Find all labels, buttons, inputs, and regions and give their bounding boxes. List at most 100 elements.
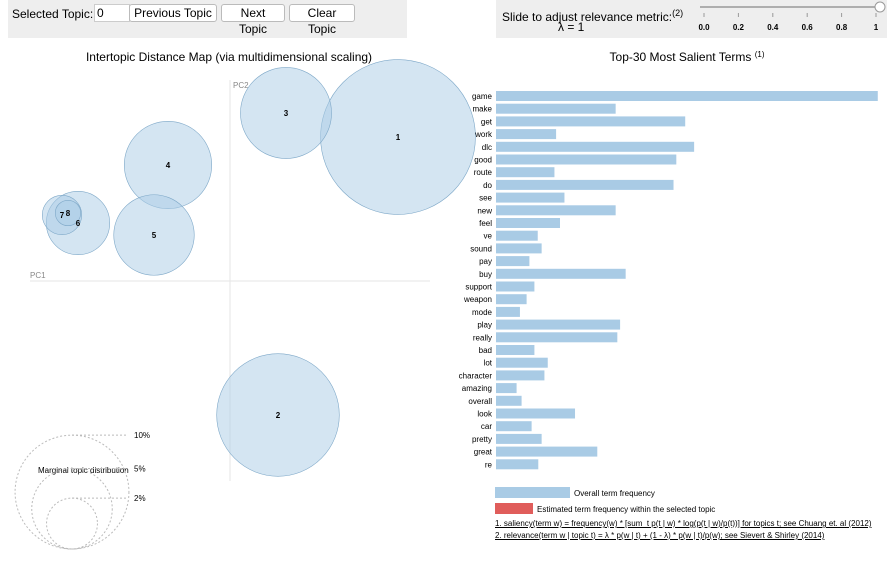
term-bar-new[interactable] [496,205,616,216]
pc2-label: PC2 [233,81,249,90]
topic-label-7: 7 [60,211,65,220]
term-label-look[interactable]: look [477,410,493,419]
term-label-dlc[interactable]: dlc [482,143,492,152]
term-bar-game[interactable] [496,91,878,101]
term-label-car[interactable]: car [481,422,492,431]
marginal-label: 5% [134,465,146,474]
term-label-re[interactable]: re [485,460,493,469]
slider-title: Slide to adjust relevance metric:(2) [502,8,683,24]
terms-title-note: (1) [755,50,765,59]
term-label-feel[interactable]: feel [479,219,492,228]
term-label-bad[interactable]: bad [479,346,492,355]
term-bar-mode[interactable] [496,306,520,317]
footnote-relevance[interactable]: 2. relevance(term w | topic t) = λ * p(w… [495,531,825,540]
slider-tick-label: 0.8 [836,23,848,32]
legend-topic-swatch [495,503,533,514]
term-label-pretty[interactable]: pretty [472,435,492,444]
term-label-pay[interactable]: pay [479,257,492,266]
slider-tick-label: 1 [874,23,879,32]
pc1-label: PC1 [30,271,46,280]
topic-bubbles: 1 2 3 4 5 6 7 8 [41,59,476,477]
term-bar-buy[interactable] [496,268,626,279]
next-topic-button[interactable]: Next Topic [221,4,285,36]
term-bar-car[interactable] [496,421,532,432]
term-bar-sound[interactable] [496,243,542,254]
previous-topic-button[interactable]: Previous Topic [129,4,217,22]
topic-bubble-5[interactable] [113,194,195,276]
term-bar-bad[interactable] [496,345,535,355]
term-bars: game make get work dlc good route do see new feel v… [459,91,878,470]
term-bar-do[interactable] [496,179,674,190]
slider-note: (2) [672,8,684,18]
term-bar-route[interactable] [496,167,555,178]
slider-knob[interactable] [874,1,886,13]
topic-label-2: 2 [276,411,281,420]
selected-topic-input[interactable] [94,4,130,22]
term-bar-dlc[interactable] [496,141,695,152]
term-bar-ve[interactable] [496,230,538,241]
term-label-work[interactable]: work [474,130,493,139]
term-label-weapon[interactable]: weapon [463,295,492,304]
footnote-saliency[interactable]: 1. saliency(term w) = frequency(w) * [su… [495,519,872,528]
slider-label: Slide to adjust relevance metric: [502,10,673,24]
term-label-really[interactable]: really [473,333,492,342]
topic-bubble-3[interactable] [240,67,332,159]
term-label-good[interactable]: good [474,156,492,165]
relevance-slider[interactable]: 0.0 0.2 0.4 0.6 0.8 1 [698,1,886,32]
topic-control-panel: Selected Topic: Previous Topic Next Topi… [8,0,407,38]
term-label-play[interactable]: play [477,321,492,330]
term-label-ve[interactable]: ve [484,232,493,241]
term-label-make[interactable]: make [472,105,492,114]
term-bar-great[interactable] [496,446,598,457]
term-label-get[interactable]: get [481,117,493,126]
slider-tick-label: 0.4 [767,23,779,32]
term-bar-make[interactable] [496,103,616,114]
selected-topic-label: Selected Topic: [12,7,94,21]
term-bar-amazing[interactable] [496,383,517,394]
term-label-overall[interactable]: overall [468,397,492,406]
term-label-character[interactable]: character [459,371,493,380]
term-label-new[interactable]: new [477,206,492,215]
term-label-see[interactable]: see [479,194,492,203]
term-bar-pretty[interactable] [496,433,542,444]
term-bar-pay[interactable] [496,256,530,267]
terms-title: Top-30 Most Salient Terms (1) [610,50,765,64]
term-label-support[interactable]: support [465,283,492,292]
term-label-lot[interactable]: lot [484,359,493,368]
topic-label-1: 1 [396,133,401,142]
term-label-sound[interactable]: sound [470,244,492,253]
term-bar-character[interactable] [496,370,545,381]
marginal-legend: 2% 5% 10% [14,431,150,550]
term-bar-look[interactable] [496,408,576,419]
term-bar-get[interactable] [496,116,686,127]
legend-overall-swatch [495,487,570,498]
term-bar-lot[interactable] [496,357,548,368]
slider-tick-label: 0.6 [802,23,814,32]
term-bar-support[interactable] [496,281,535,292]
term-bar-work[interactable] [496,129,557,140]
term-bar-good[interactable] [496,154,677,165]
term-label-mode[interactable]: mode [472,308,493,317]
term-bar-feel[interactable] [496,218,560,228]
clear-topic-button[interactable]: Clear Topic [289,4,355,36]
term-label-do[interactable]: do [483,181,492,190]
term-bar-overall[interactable] [496,395,522,406]
term-bar-really[interactable] [496,332,618,343]
term-label-game[interactable]: game [472,92,493,101]
slider-tick-label: 0.0 [698,23,710,32]
term-bar-play[interactable] [496,319,621,330]
terms-title-text: Top-30 Most Salient Terms [610,50,752,64]
term-bar-weapon[interactable] [496,294,527,305]
term-bar-see[interactable] [496,192,565,203]
marginal-circle [31,468,113,550]
term-label-buy[interactable]: buy [479,270,492,279]
term-label-great[interactable]: great [474,448,493,457]
term-label-route[interactable]: route [474,168,493,177]
term-bar-re[interactable] [496,459,539,470]
topic-bubble-2[interactable] [216,353,340,477]
topic-label-3: 3 [284,109,289,118]
marginal-circle [14,434,130,550]
topic-label-4: 4 [166,161,171,170]
term-label-amazing[interactable]: amazing [462,384,492,393]
topic-bubble-8[interactable] [54,199,82,227]
